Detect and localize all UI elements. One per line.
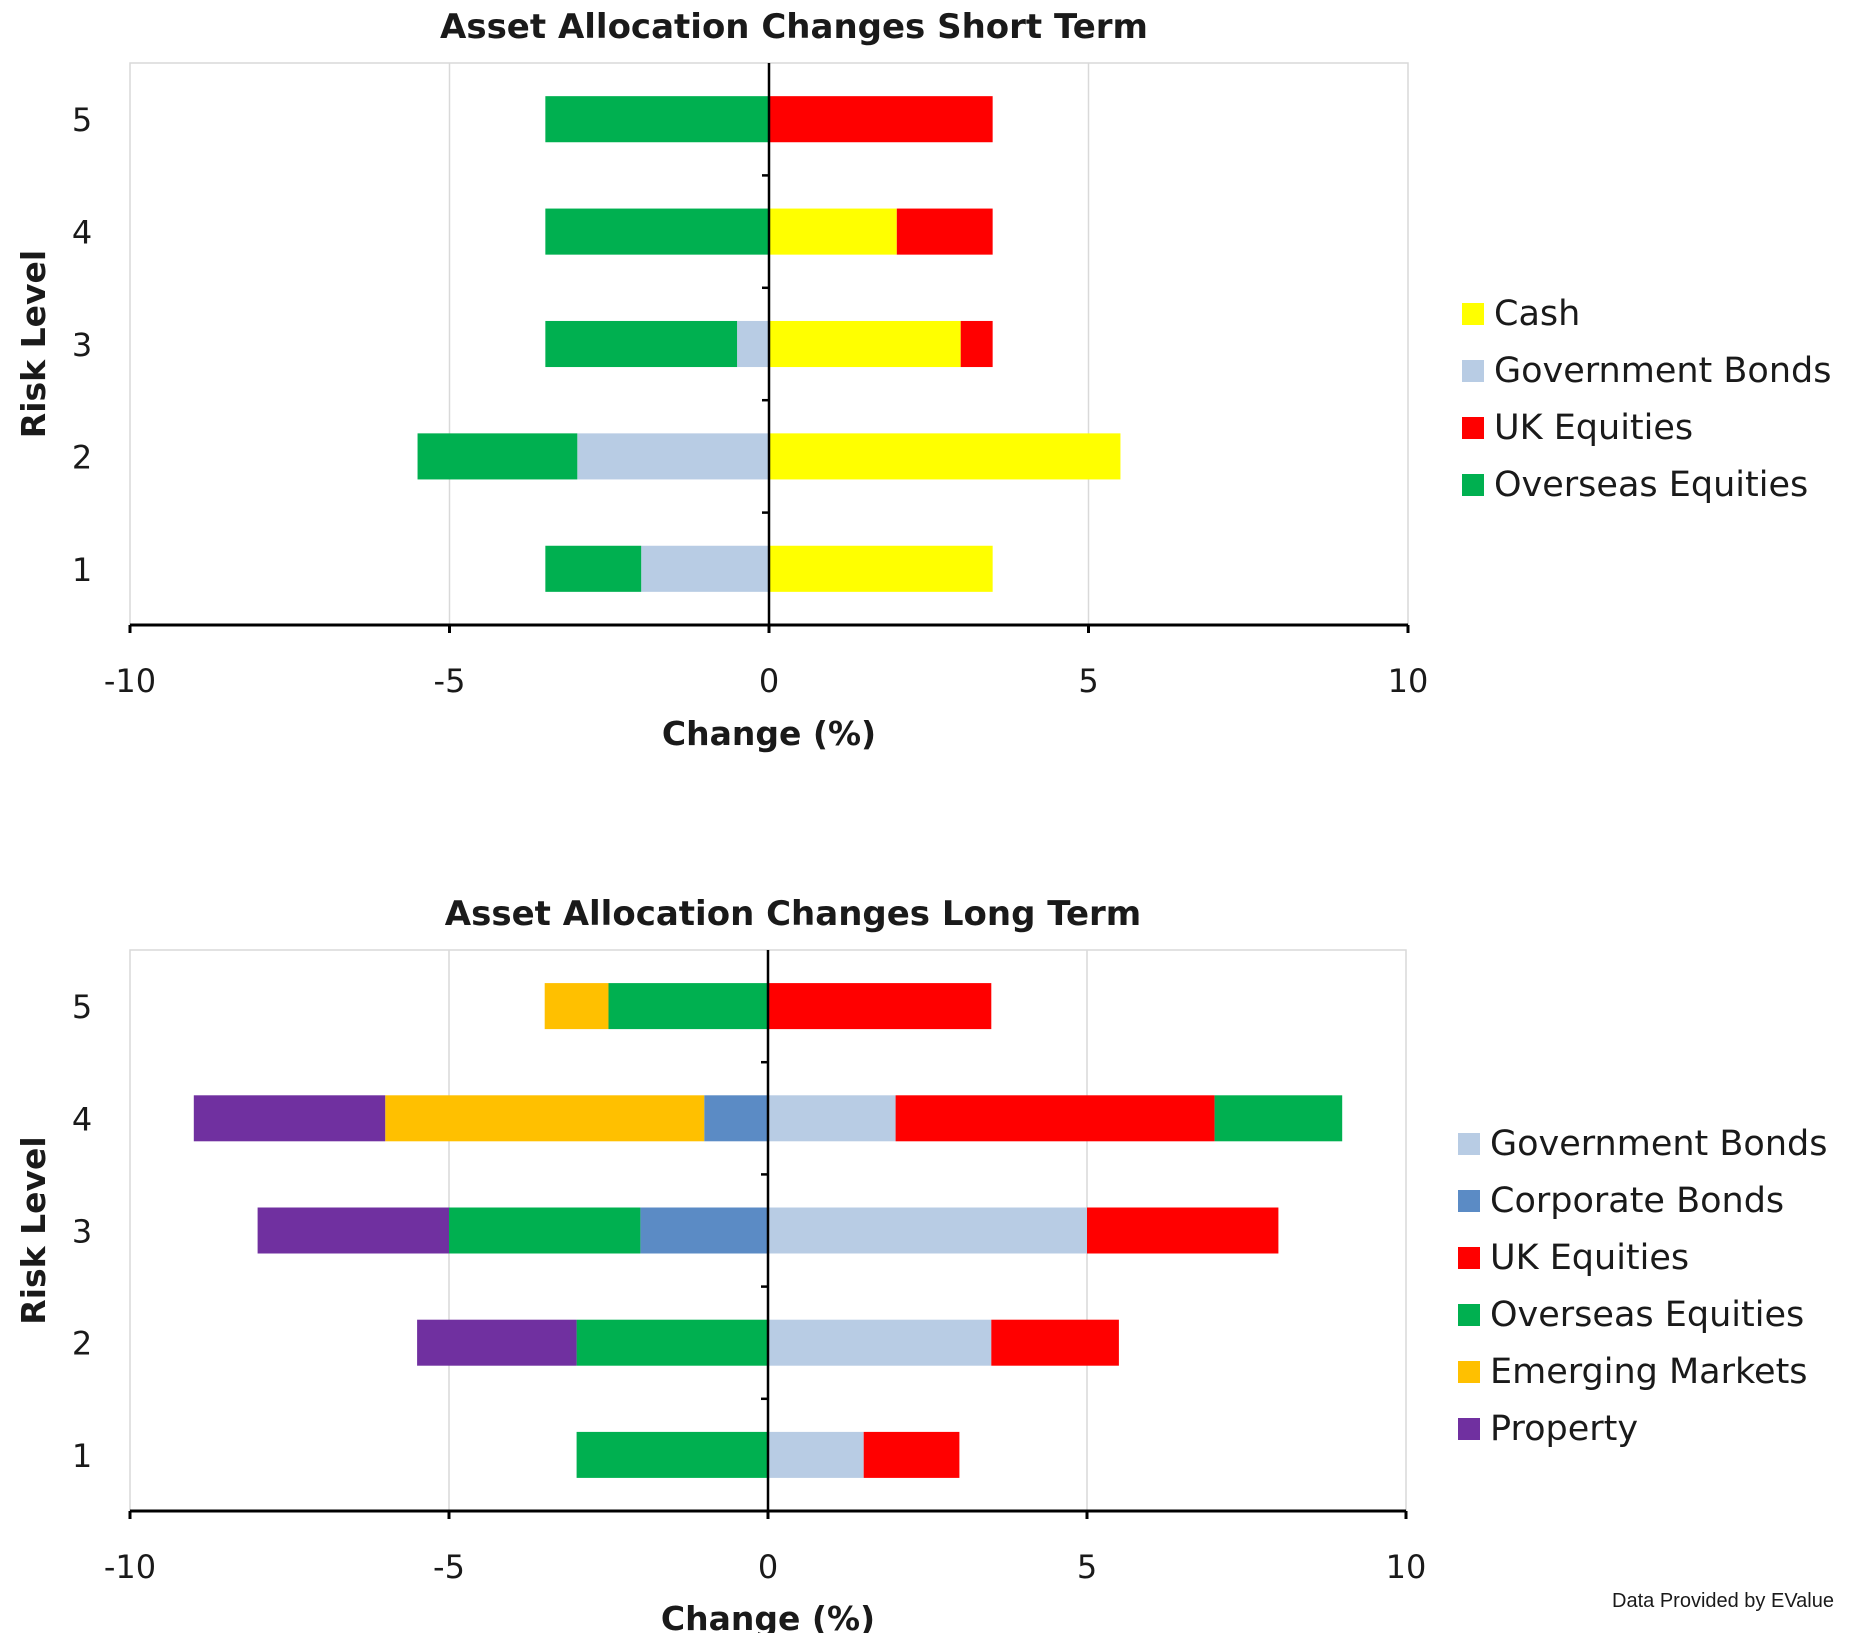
legend-swatch — [1458, 1190, 1480, 1212]
y-tick-label: 2 — [72, 1325, 92, 1363]
y-tick-label: 5 — [72, 101, 92, 139]
bar-property — [257, 1207, 449, 1254]
bar-uk-equities — [896, 208, 993, 255]
legend-label: Overseas Equities — [1494, 465, 1808, 505]
bar-uk-equities — [960, 320, 993, 368]
y-tick-label: 5 — [72, 988, 92, 1026]
bar-overseas-equities — [545, 320, 738, 368]
bar-overseas-equities — [545, 208, 769, 255]
bar-overseas-equities — [576, 1319, 768, 1366]
y-tick-label: 4 — [72, 1100, 92, 1138]
bar-government-bonds — [577, 433, 769, 480]
legend-swatch — [1458, 1247, 1480, 1269]
bar-government-bonds — [737, 320, 769, 368]
bar-overseas-equities — [449, 1207, 641, 1254]
legend-swatch — [1462, 417, 1484, 439]
bar-corporate-bonds — [704, 1095, 768, 1142]
bar-uk-equities — [769, 96, 993, 143]
x-tick-label: -10 — [104, 662, 156, 700]
legend-label: Cash — [1494, 294, 1580, 334]
legend-swatch — [1458, 1304, 1480, 1326]
legend-label: Government Bonds — [1490, 1124, 1827, 1164]
x-tick-label: 5 — [1078, 662, 1098, 700]
x-axis-title: Change (%) — [662, 714, 876, 753]
y-tick-label: 1 — [72, 551, 92, 589]
x-tick-label: 0 — [758, 1548, 778, 1586]
y-tick-label: 3 — [72, 1213, 92, 1251]
x-tick-label: 10 — [1388, 662, 1429, 700]
y-tick-label: 2 — [72, 438, 92, 476]
y-tick-label: 4 — [72, 214, 92, 252]
bar-overseas-equities — [545, 545, 642, 592]
y-tick-label: 3 — [72, 326, 92, 364]
x-tick-label: 5 — [1077, 1548, 1097, 1586]
legend-label: Corporate Bonds — [1490, 1181, 1784, 1221]
bar-corporate-bonds — [640, 1207, 768, 1254]
legend-label: Property — [1490, 1409, 1638, 1449]
bar-overseas-equities — [1214, 1095, 1343, 1142]
legend-label: UK Equities — [1494, 408, 1693, 448]
bar-cash — [769, 433, 1121, 480]
x-tick-label: -5 — [434, 662, 466, 700]
legend: Government Bonds Corporate Bonds UK Equiti… — [1458, 1124, 1827, 1449]
chart-title: Asset Allocation Changes Long Term — [445, 894, 1141, 934]
x-tick-label: 0 — [759, 662, 779, 700]
bar-government-bonds — [768, 1207, 1087, 1254]
legend-label: Emerging Markets — [1490, 1352, 1808, 1392]
bar-uk-equities — [1087, 1207, 1279, 1254]
y-axis-title: Risk Level — [14, 1136, 53, 1324]
bar-emerging-markets — [544, 983, 609, 1030]
bar-government-bonds — [768, 1095, 896, 1142]
bar-uk-equities — [895, 1095, 1215, 1142]
bar-cash — [769, 320, 961, 368]
bar-property — [193, 1095, 386, 1142]
y-tick-label: 1 — [72, 1437, 92, 1475]
legend: Cash Government Bonds UK Equities Overseas … — [1462, 294, 1831, 505]
x-tick-label: -5 — [433, 1548, 465, 1586]
long-term-chart: -10 -5 0 5 10 1 2 3 4 5 Asset Allocation Changes L… — [14, 894, 1827, 1633]
bar-overseas-equities — [576, 1431, 768, 1478]
legend-label: Overseas Equities — [1490, 1295, 1804, 1335]
legend-swatch — [1458, 1418, 1480, 1440]
bar-overseas-equities — [545, 96, 769, 143]
legend-swatch — [1458, 1133, 1480, 1155]
bar-property — [417, 1319, 577, 1366]
x-tick-label: -10 — [104, 1548, 156, 1586]
bar-overseas-equities — [417, 433, 578, 480]
bar-uk-equities — [768, 983, 992, 1030]
x-tick-label: 10 — [1386, 1548, 1427, 1586]
bar-cash — [769, 545, 993, 592]
bar-government-bonds — [768, 1431, 864, 1478]
legend-swatch — [1458, 1361, 1480, 1383]
data-source-footer: Data Provided by EValue — [1612, 1590, 1834, 1612]
legend-swatch — [1462, 474, 1484, 496]
bar-government-bonds — [641, 545, 769, 592]
bar-uk-equities — [991, 1319, 1119, 1366]
chart-title: Asset Allocation Changes Short Term — [440, 7, 1148, 47]
legend-label: Government Bonds — [1494, 351, 1831, 391]
legend-swatch — [1462, 360, 1484, 382]
legend-label: UK Equities — [1490, 1238, 1689, 1278]
bar-government-bonds — [768, 1319, 992, 1366]
x-axis-title: Change (%) — [661, 1599, 875, 1633]
short-term-chart: -10 -5 0 5 10 1 2 3 4 5 Asset Allocation Changes S… — [14, 7, 1831, 753]
legend-swatch — [1462, 303, 1484, 325]
y-axis-title: Risk Level — [14, 250, 53, 438]
bar-overseas-equities — [608, 983, 768, 1030]
bar-cash — [769, 208, 897, 255]
bar-emerging-markets — [385, 1095, 705, 1142]
bar-uk-equities — [863, 1431, 960, 1478]
